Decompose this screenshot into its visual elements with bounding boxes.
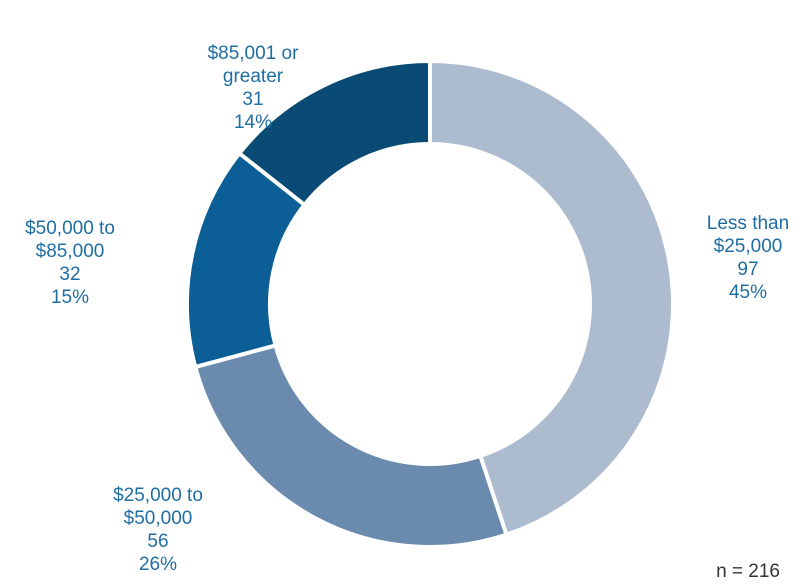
slice-label: $85,001 or greater 31 14% [194, 42, 312, 134]
percent-label: 15% [50, 287, 90, 308]
category-label: $25,000 to $50,000 [113, 485, 203, 529]
slice-label: $25,000 to $50,000 56 26% [99, 484, 217, 576]
category-label: Less than $25,000 [706, 213, 790, 257]
count-label: 31 [242, 89, 264, 110]
percent-label: 45% [728, 282, 768, 303]
slice-label: Less than $25,000 97 45% [689, 212, 807, 304]
percent-label: 26% [138, 554, 178, 575]
donut-slice [192, 342, 509, 549]
donut-slice [428, 58, 675, 538]
count-label: 32 [59, 264, 81, 285]
sample-size-note: n = 216 [716, 561, 780, 582]
count-label: 97 [737, 259, 759, 280]
donut-slice [236, 58, 432, 208]
slice-label: $50,000 to $85,000 32 15% [11, 217, 129, 309]
category-label: $85,001 or greater [207, 43, 299, 87]
category-label: $50,000 to $85,000 [25, 218, 115, 262]
count-label: 56 [147, 531, 169, 552]
percent-label: 14% [233, 112, 273, 133]
